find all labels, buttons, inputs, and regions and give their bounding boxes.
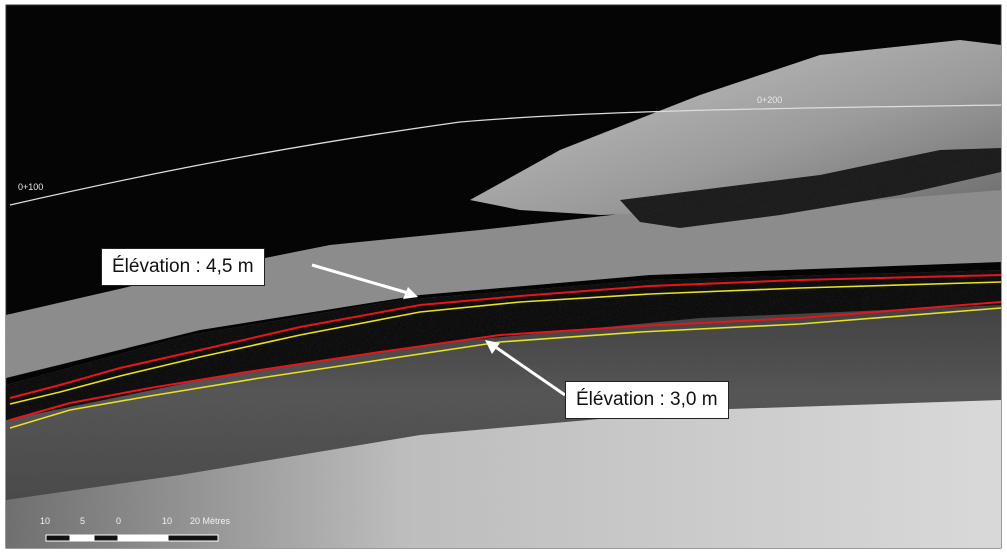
scale-label: 5 (80, 516, 86, 526)
alignment-line (9, 104, 1002, 206)
channel (6, 270, 1001, 420)
scale-label: 0 (116, 516, 122, 526)
dark-slope (6, 285, 1001, 500)
station-label-0-200: 0+200 (757, 95, 783, 105)
station-label-0-100: 0+100 (18, 182, 44, 192)
contour-4-5-upper (9, 274, 1002, 399)
callout-arrow-icon (485, 340, 566, 397)
contour-3-0-upper (9, 281, 1002, 405)
callout-arrow-icon (311, 263, 418, 299)
scale-label: 10 (162, 516, 173, 526)
scale-label: 10 (40, 516, 51, 526)
lower-plain (6, 395, 1001, 548)
embankment (6, 190, 1001, 378)
scale-label: 20 Mètres (190, 516, 231, 526)
elevation-callout-lower: Élévation : 3,0 m (565, 381, 729, 419)
terrace-gully (620, 148, 1001, 228)
contour-3-0-lower (9, 307, 1002, 429)
elevation-callout-upper: Élévation : 4,5 m (101, 248, 265, 286)
scale-bar-icon (45, 534, 219, 542)
contour-4-5-lower (9, 301, 1002, 421)
